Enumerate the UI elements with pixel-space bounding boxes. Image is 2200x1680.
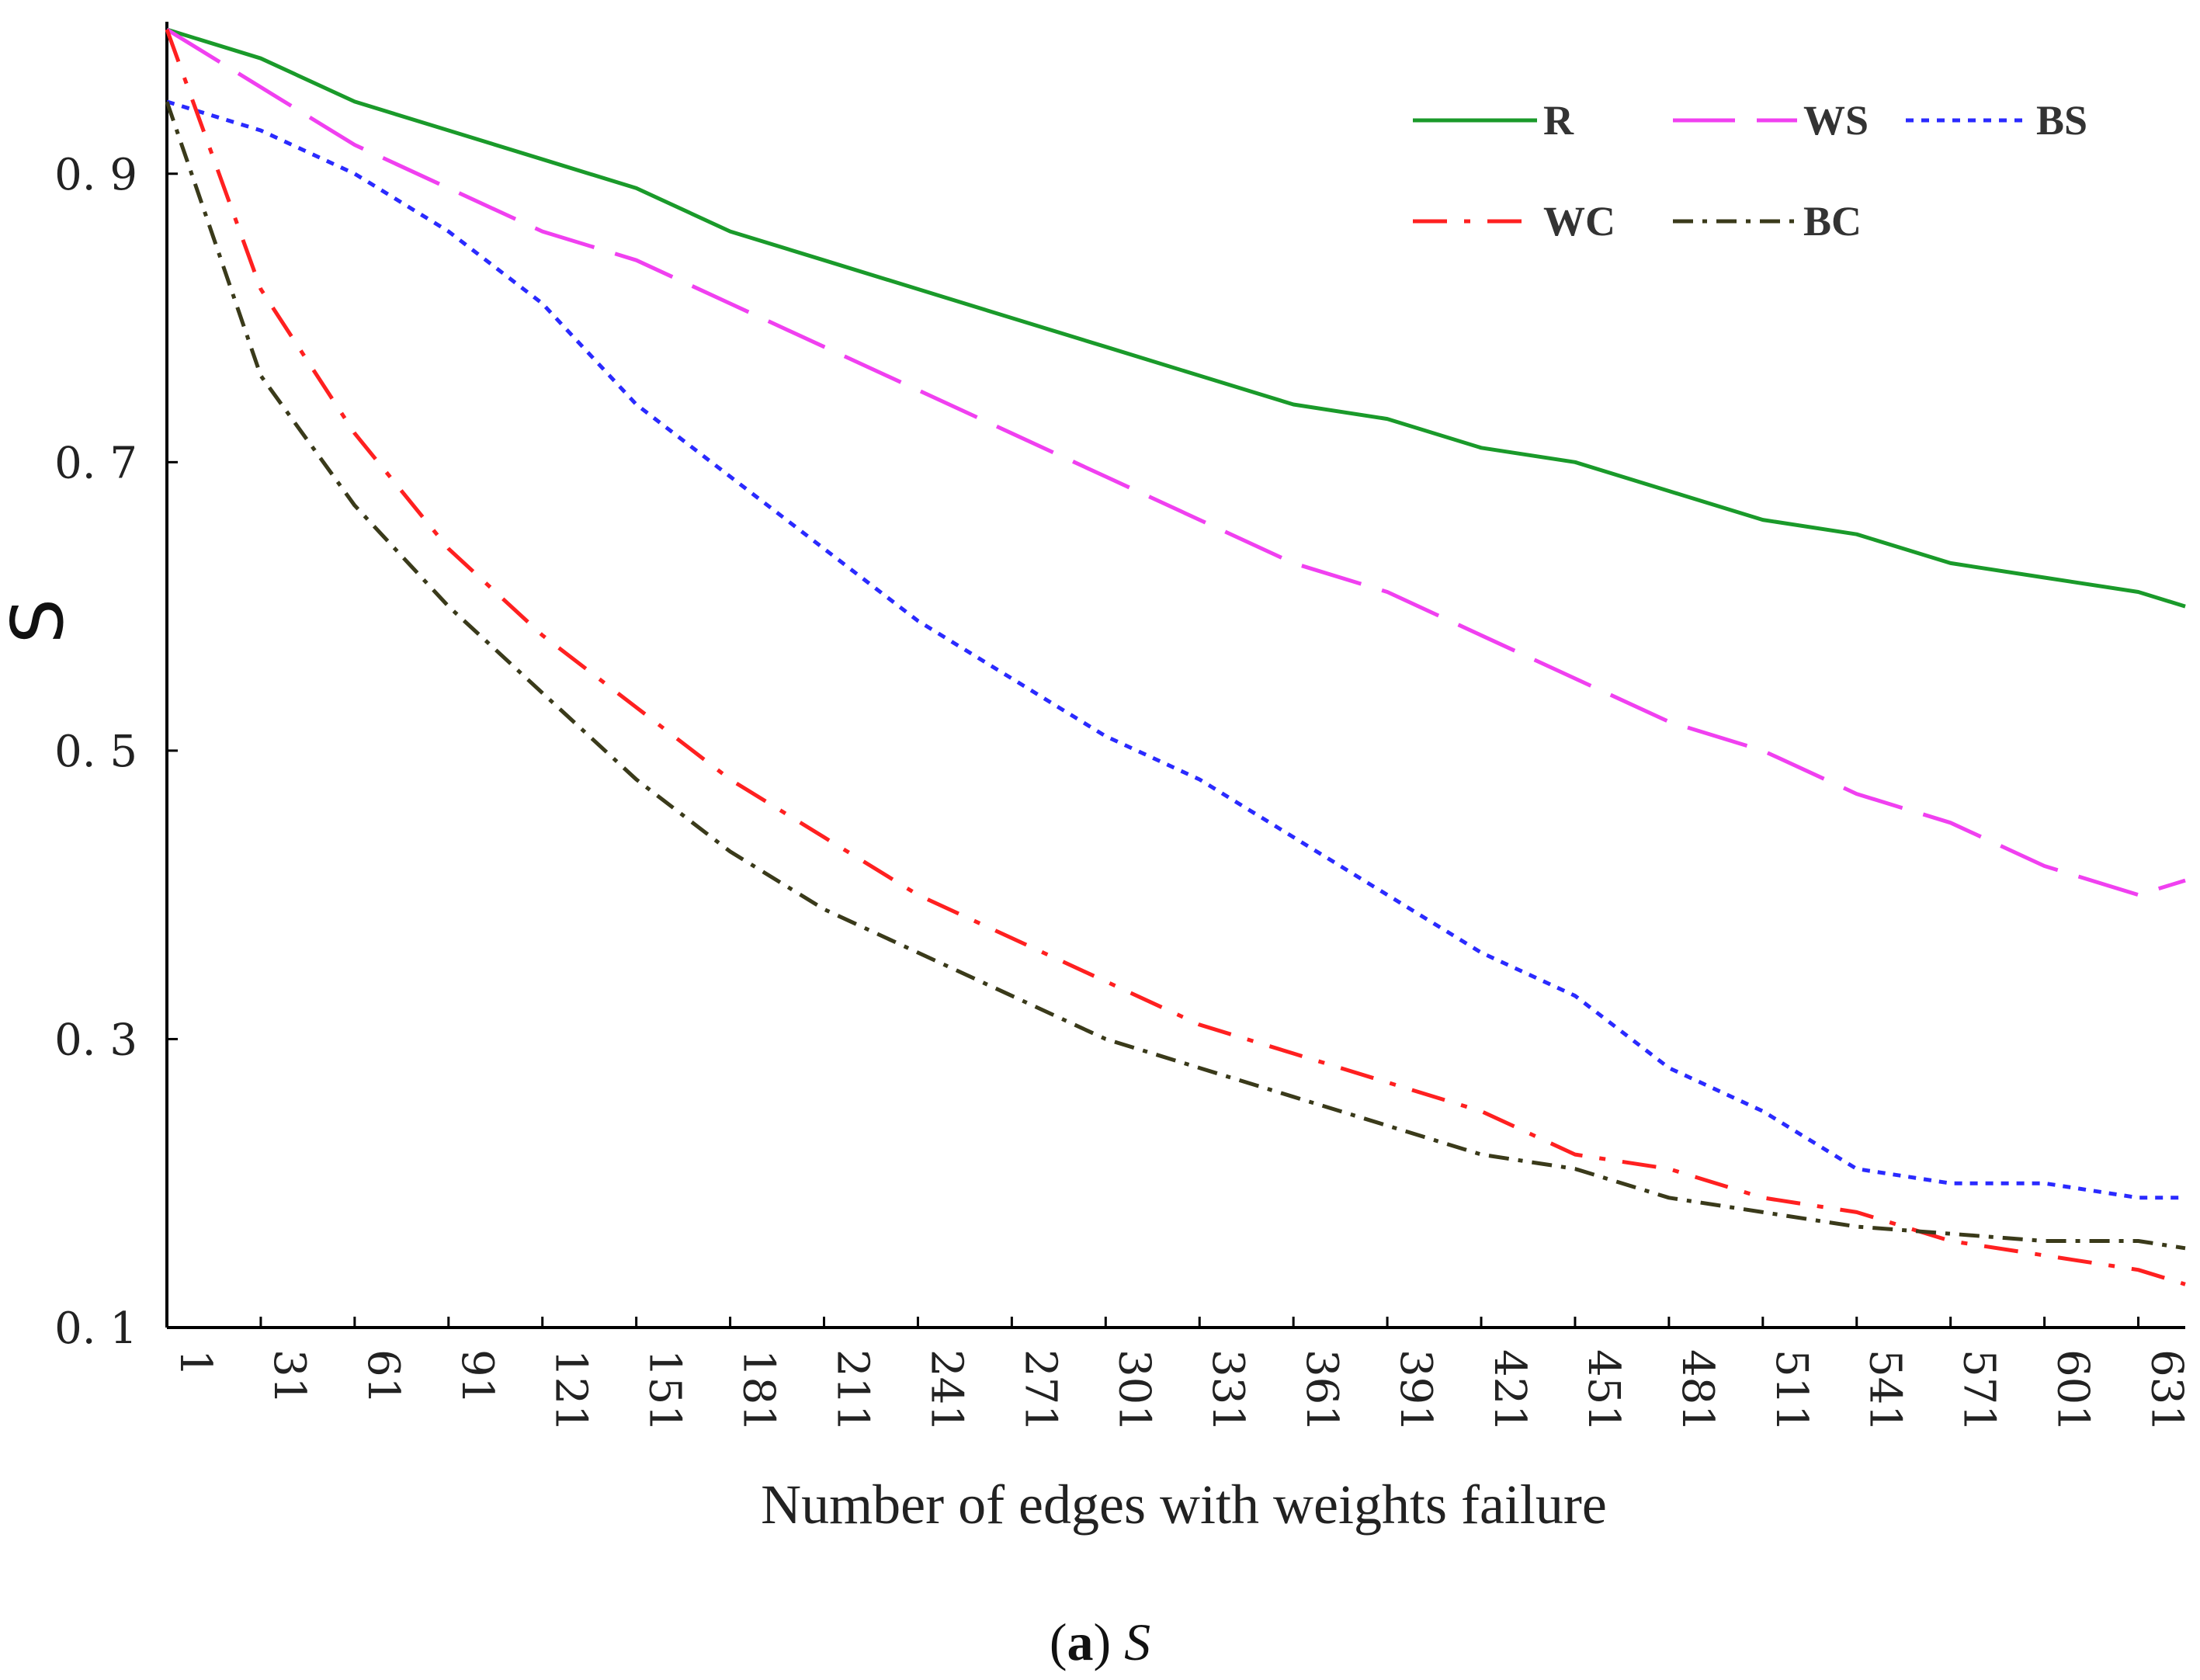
series-lines bbox=[165, 27, 2186, 1286]
x-tick-label: 271 bbox=[1015, 1349, 1065, 1432]
x-tick-label: 631 bbox=[2142, 1349, 2192, 1432]
figure-caption: (a) S bbox=[1050, 1612, 1150, 1671]
x-tick-label: 211 bbox=[828, 1349, 878, 1432]
legend-label-bc: BC bbox=[1803, 198, 1862, 245]
y-tick-label: 0. 3 bbox=[54, 1015, 137, 1065]
x-tick-label: 391 bbox=[1390, 1349, 1441, 1432]
x-tick-label: 61 bbox=[358, 1349, 408, 1404]
x-tick-label: 151 bbox=[640, 1349, 690, 1432]
y-tick-label: 0. 1 bbox=[54, 1303, 137, 1354]
x-tick-label: 361 bbox=[1296, 1349, 1347, 1432]
series-line-r bbox=[166, 27, 2186, 609]
y-ticks: 0. 1 0. 3 0. 5 0. 7 0. 9 bbox=[54, 150, 178, 1354]
x-tick-label: 601 bbox=[2048, 1349, 2098, 1432]
x-tick-label: 331 bbox=[1202, 1349, 1253, 1432]
x-tick-label: 421 bbox=[1484, 1349, 1535, 1432]
legend-label-r: R bbox=[1543, 97, 1574, 144]
plot-area: 0. 1 0. 3 0. 5 0. 7 0. 9 1 31 61 91 121 151 181 211… bbox=[54, 22, 2192, 1432]
series-line-ws bbox=[165, 27, 2186, 897]
x-axis-label: Number of edges with weights failure bbox=[761, 1473, 1607, 1536]
x-tick-label: 541 bbox=[1860, 1349, 1910, 1432]
x-tick-label: 121 bbox=[546, 1349, 596, 1432]
series-line-bs bbox=[166, 99, 2185, 1200]
y-tick-label: 0. 5 bbox=[54, 727, 137, 777]
x-tick-label: 1 bbox=[170, 1349, 220, 1377]
x-tick-label: 451 bbox=[1578, 1349, 1629, 1432]
x-tick-label: 181 bbox=[734, 1349, 784, 1432]
y-tick-label: 0. 7 bbox=[54, 438, 137, 488]
x-tick-label: 571 bbox=[1954, 1349, 2004, 1432]
series-line-bc bbox=[165, 101, 2186, 1251]
legend: R WS BS WC BC bbox=[1413, 97, 2087, 245]
caption-letter: a bbox=[1067, 1612, 1094, 1671]
x-tick-label: 301 bbox=[1109, 1349, 1159, 1432]
x-tick-label: 481 bbox=[1672, 1349, 1723, 1432]
y-axis-label: S bbox=[0, 599, 79, 644]
series-line-wc bbox=[165, 29, 2186, 1286]
x-tick-label: 511 bbox=[1766, 1349, 1817, 1432]
legend-label-ws: WS bbox=[1803, 97, 1869, 144]
x-tick-label: 241 bbox=[921, 1349, 971, 1432]
y-tick-label: 0. 9 bbox=[54, 150, 137, 200]
legend-label-bs: BS bbox=[2036, 97, 2087, 144]
x-ticks: 1 31 61 91 121 151 181 211 241 271 301 331 361 391 421… bbox=[165, 1317, 2192, 1432]
legend-label-wc: WC bbox=[1543, 198, 1615, 245]
caption-variable: S bbox=[1124, 1612, 1150, 1671]
x-tick-label: 91 bbox=[452, 1349, 502, 1404]
x-tick-label: 31 bbox=[264, 1349, 314, 1404]
